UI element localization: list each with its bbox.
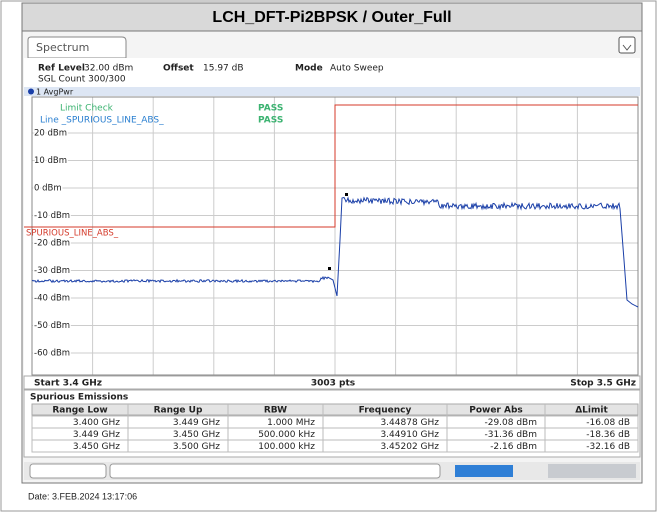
table-cell: 1.000 MHz [267, 418, 315, 428]
table-title: Spurious Emissions [30, 393, 128, 403]
title: LCH_DFT-Pi2BPSK / Outer_Full [212, 9, 451, 26]
table-cell: -16.08 dB [586, 418, 630, 428]
table-cell: -2.16 dBm [490, 442, 537, 452]
table-cell: 3.450 GHz [73, 442, 120, 452]
table-header-row [31, 403, 639, 416]
legend-name: Limit Check [60, 104, 114, 114]
table-cell: 500.000 kHz [258, 430, 315, 440]
x-footer [23, 375, 641, 390]
legend-status: PASS [258, 116, 283, 126]
table-cell: -31.36 dBm [484, 430, 537, 440]
points-label: 3003 pts [311, 379, 355, 389]
y-label: -60 dBm [34, 349, 70, 359]
clock-field [548, 464, 636, 478]
offset-label: Offset [163, 64, 194, 74]
start-label: Start 3.4 GHz [34, 379, 102, 389]
table-cell: 3.45202 GHz [380, 442, 439, 452]
legend-name: Line _SPURIOUS_LINE_ABS_ [40, 116, 164, 126]
limit-line [24, 104, 638, 228]
column-header: Range Low [52, 406, 107, 416]
table-cell: -32.16 dB [586, 442, 630, 452]
table-row [31, 439, 639, 453]
table-row [31, 415, 639, 429]
plot-border [31, 96, 639, 376]
y-label: -10 dBm [34, 211, 70, 221]
progress-bar [455, 465, 513, 477]
table-cell: -18.36 dB [586, 430, 630, 440]
y-label: 0 dBm [34, 184, 62, 194]
table-cell: 100.000 kHz [258, 442, 315, 452]
icon-glyph [622, 44, 632, 51]
table-cell: 3.449 GHz [73, 430, 120, 440]
table-cell: 3.400 GHz [73, 418, 120, 428]
legend-status: PASS [258, 104, 283, 114]
tab-label: Spectrum [36, 41, 89, 54]
limit-label: SPURIOUS_LINE_ABS_ [26, 229, 119, 239]
marker [328, 267, 331, 270]
column-header: Power Abs [469, 406, 523, 416]
trace [31, 196, 639, 308]
trace-dot [28, 88, 34, 95]
status-field [109, 463, 441, 479]
title-bar [21, 2, 643, 32]
y-label: -20 dBm [34, 239, 70, 249]
mode-value: Auto Sweep [330, 64, 384, 74]
table-row [31, 427, 639, 441]
status-field [29, 463, 107, 479]
mode-label: Mode [295, 64, 323, 74]
table-cell: 3.44878 GHz [380, 418, 439, 428]
plot-panel [24, 96, 640, 376]
sgl-count: SGL Count 300/300 [38, 75, 126, 85]
column-header: RBW [264, 406, 287, 416]
trace-bar [24, 87, 640, 96]
column-header: Frequency [359, 406, 412, 416]
table-cell: 3.44910 GHz [380, 430, 439, 440]
y-label: 20 dBm [34, 129, 67, 139]
table-cell: 3.450 GHz [173, 430, 220, 440]
settings-icon[interactable] [618, 36, 636, 54]
y-label: -50 dBm [34, 321, 70, 331]
trace-label: 1 AvgPwr [36, 88, 74, 97]
offset-value: 15.97 dB [203, 64, 244, 74]
tab[interactable] [27, 36, 127, 59]
y-label: -30 dBm [34, 266, 70, 276]
ref-value: 32.00 dBm [84, 64, 133, 74]
table-cell: 3.500 GHz [173, 442, 220, 452]
marker [345, 193, 348, 196]
table-cell: -29.08 dBm [484, 418, 537, 428]
ref-label: Ref Level [38, 64, 85, 74]
y-label: -40 dBm [34, 294, 70, 304]
info-panel [24, 58, 640, 87]
date: Date: 3.FEB.2024 13:17:06 [28, 491, 137, 501]
stop-label: Stop 3.5 GHz [570, 379, 636, 389]
column-header: Range Up [154, 406, 203, 416]
table-cell: 3.449 GHz [173, 418, 220, 428]
column-header: ΔLimit [575, 406, 608, 416]
y-label: 10 dBm [34, 156, 67, 166]
